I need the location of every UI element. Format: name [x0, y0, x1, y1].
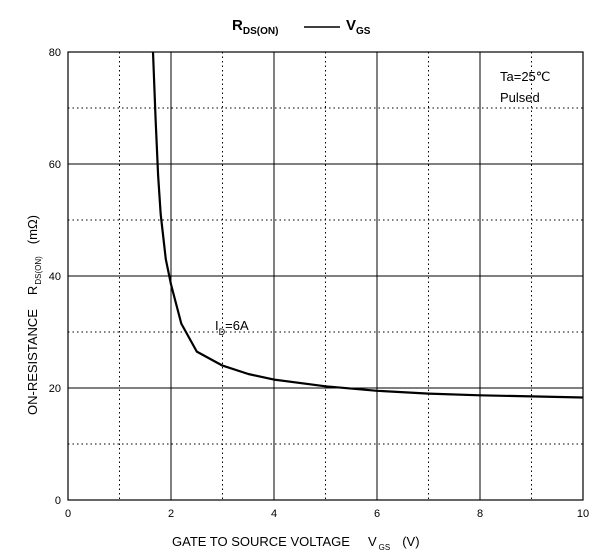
- x-label-text: GATE TO SOURCE VOLTAGE: [172, 534, 350, 549]
- title-right-main: V: [346, 17, 356, 34]
- minor-gridlines: [68, 52, 583, 500]
- series-line-id6a: [151, 51, 584, 399]
- major-gridlines: [68, 52, 583, 500]
- annotation-sub: D: [219, 327, 226, 337]
- condition-temperature: Ta=25℃: [500, 69, 550, 84]
- curve-annotation: ID=6A: [215, 318, 249, 337]
- y-tick-label: 60: [49, 159, 61, 171]
- svg-text:RDS(ON): RDS(ON): [232, 17, 278, 37]
- x-tick-label: 2: [168, 508, 174, 520]
- annotation-rest: =6A: [225, 318, 249, 333]
- x-label-unit: (V): [402, 534, 419, 549]
- chart-title: RDS(ON) VGS: [232, 17, 371, 37]
- condition-pulsed: Pulsed: [500, 90, 540, 105]
- x-tick-label: 6: [374, 508, 380, 520]
- x-label-symbol-sub: GS: [379, 543, 391, 552]
- plot-frame: [67, 51, 584, 501]
- x-axis-label: GATE TO SOURCE VOLTAGE V GS (V): [172, 534, 420, 552]
- title-left-main: R: [232, 17, 243, 34]
- y-label-text: ON-RESISTANCE: [25, 309, 40, 415]
- y-tick-label: 40: [49, 271, 61, 283]
- x-label-symbol: V: [368, 534, 377, 549]
- y-tick-label: 80: [49, 47, 61, 59]
- x-tick-labels: 0 2 4 6 8 10: [65, 508, 589, 520]
- x-tick-label: 0: [65, 508, 71, 520]
- series-group: [151, 51, 584, 399]
- y-label-unit: (mΩ): [25, 215, 40, 244]
- title-right-sub: GS: [356, 26, 371, 37]
- x-tick-label: 4: [271, 508, 277, 520]
- title-left-sub: DS(ON): [243, 26, 279, 37]
- svg-text:VGS: VGS: [346, 17, 371, 37]
- annotation-main: I: [215, 318, 219, 333]
- y-tick-label: 0: [55, 495, 61, 507]
- y-label-symbol: R: [25, 286, 40, 295]
- y-tick-label: 20: [49, 383, 61, 395]
- y-label-symbol-sub: DS(ON): [34, 256, 43, 285]
- x-tick-label: 10: [577, 508, 589, 520]
- y-tick-labels: 0 20 40 60 80: [49, 47, 61, 507]
- y-axis-label: ON-RESISTANCE RDS(ON) (mΩ): [25, 215, 43, 415]
- x-tick-label: 8: [477, 508, 483, 520]
